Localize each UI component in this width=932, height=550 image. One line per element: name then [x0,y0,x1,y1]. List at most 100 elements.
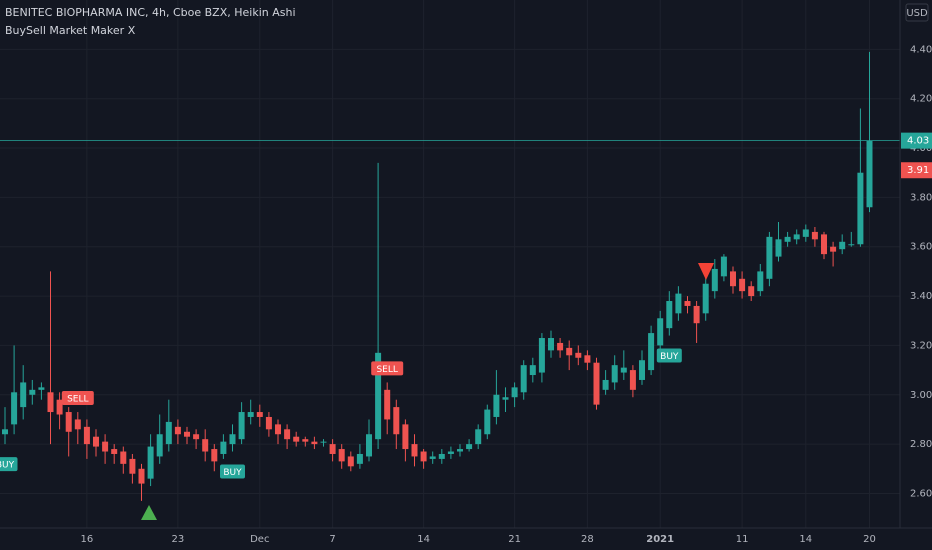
x-tick-label: 23 [172,534,185,545]
y-tick-label: 2.60 [910,488,932,499]
candle-body [657,318,664,346]
y-tick-label: 2.80 [910,439,932,450]
plot: BUY SELL BUY SELL BUY [0,51,900,501]
candle-body [29,389,36,395]
candle-body [338,449,345,462]
signal-label: SELL [67,395,88,405]
x-tick-label: 21 [508,534,521,545]
candle-body [702,283,709,314]
y-tick-label: 4.20 [910,94,932,105]
candle-body [302,439,309,442]
price-label: 4.03 [907,136,929,147]
candle-body [757,271,764,292]
candle-body [447,451,454,454]
candle-body [775,239,782,257]
candle-body [720,256,727,277]
candle-body [102,441,109,452]
candle-body [475,429,482,445]
candle-body [620,367,627,373]
candle-body [502,397,509,400]
candle-body [120,451,127,464]
indicator-name: BuySell Market Maker X [5,24,136,37]
candle-body [147,446,154,479]
y-tick-label: 3.00 [910,390,932,401]
candle-body [766,236,773,279]
candle-body [211,449,218,462]
x-tick-label: 16 [81,534,94,545]
candle-body [520,365,527,393]
candle-body [584,355,591,363]
buy-arrow [141,505,157,520]
candle-body [602,379,609,390]
price-label-box [901,162,932,179]
candle-body [275,424,281,435]
candle-body [639,360,645,380]
candle-body [438,453,445,459]
candle-body [566,347,573,356]
price-label: 3.91 [907,165,929,176]
candle-body [93,436,99,447]
candle-body [402,424,409,450]
x-tick-label: 14 [417,534,430,545]
candle-body [811,231,818,240]
candle-body [375,352,382,440]
y-tick-label: 3.80 [910,192,932,203]
y-tick-label: 3.40 [910,291,932,302]
candle-body [648,333,655,371]
candle-body [20,382,27,408]
candle-body [202,439,209,452]
candle-body [320,441,327,443]
candle-body [693,305,700,324]
candle-body [793,234,800,240]
signal-label: BUY [660,352,679,362]
y-tick-label: 4.40 [910,44,932,55]
candle-body [429,456,436,459]
candle-body [347,456,354,467]
candle-body [675,293,682,314]
candle-body [848,244,855,246]
candle-body [65,412,72,432]
candle-body [557,342,564,351]
candle-body [384,389,391,420]
candle-body [356,453,363,464]
candle-body [866,140,873,208]
candle-body [784,236,791,242]
candle-body [38,387,45,390]
candle-body [457,449,463,452]
candle-body [366,434,372,457]
candle-body [174,426,181,435]
candle-body [156,434,163,457]
candle-body [739,278,746,292]
candle-body [165,421,172,445]
candle-body [420,451,427,462]
signal-label-box [656,348,682,363]
candle-body [684,301,691,306]
x-tick-label: 7 [329,534,335,545]
candle-body [484,409,491,435]
candle-body [311,441,318,445]
candle-body [229,434,236,445]
signal-label-box [61,391,94,406]
sell-arrow [698,263,714,280]
x-tick-label: 2021 [646,534,674,545]
candle-body [11,392,18,425]
candle-body [220,441,227,454]
candle-body [593,362,600,405]
candle-body [265,416,272,430]
signal-label: BUY [223,468,242,478]
candle-body [74,419,81,430]
candle-body [666,301,673,329]
candle-body [411,444,418,457]
candle-body [748,286,755,297]
candle-body [839,241,846,250]
candle-body [56,399,63,415]
price-label-box [901,132,932,149]
candle-body [730,271,736,287]
candle-body [184,431,190,437]
currency-box[interactable] [905,3,929,22]
x-tick-label: 20 [863,534,876,545]
candle-body [629,370,636,390]
signal-label-box [371,361,404,376]
